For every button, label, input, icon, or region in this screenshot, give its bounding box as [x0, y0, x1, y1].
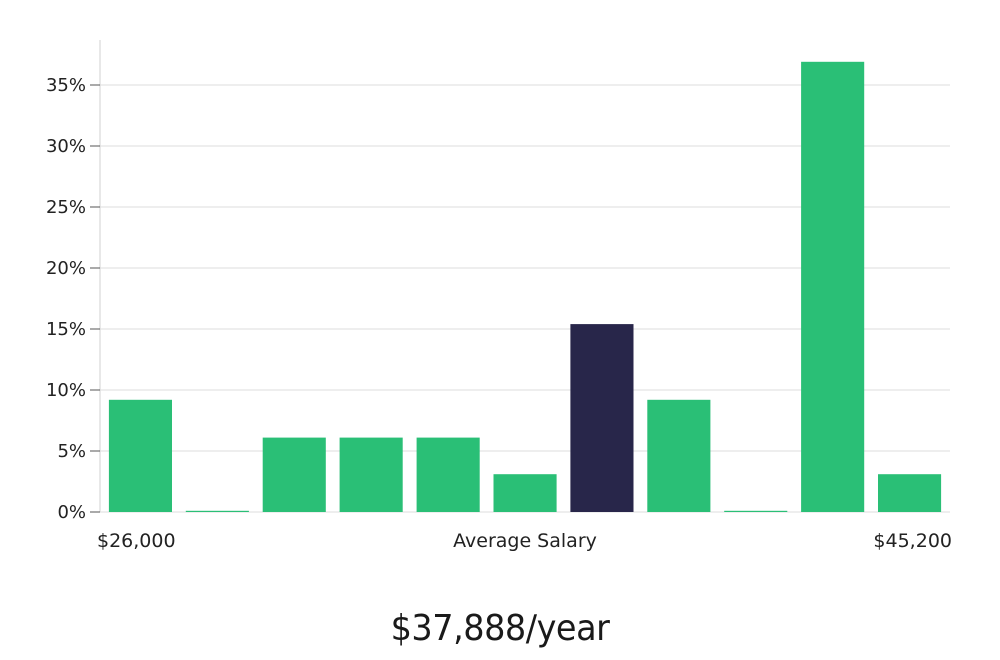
y-tick-label: 35%	[46, 75, 86, 96]
salary-histogram: 0% 5% 10% 15% 20% 25% 30% 35% $26,000 Average Sal…	[46, 40, 952, 552]
y-tick-label: 30%	[46, 136, 86, 157]
x-max-label: $45,200	[873, 530, 952, 552]
bar	[108, 399, 172, 512]
bar	[185, 510, 249, 512]
bar	[801, 61, 865, 513]
y-tick-label: 10%	[46, 380, 86, 401]
bar	[416, 437, 480, 512]
bar	[878, 474, 942, 512]
y-tick-label: 0%	[57, 502, 86, 523]
x-axis-title: Average Salary	[453, 530, 597, 552]
bar	[570, 324, 634, 512]
bar	[262, 437, 326, 512]
bar	[647, 399, 711, 512]
y-tick-label: 20%	[46, 258, 86, 279]
chart-svg: 0% 5% 10% 15% 20% 25% 30% 35% $26,000 Average Sal…	[46, 40, 952, 552]
x-min-label: $26,000	[97, 530, 176, 552]
bar	[493, 474, 557, 512]
bar	[724, 510, 788, 512]
average-salary-caption: $37,888/year	[390, 608, 610, 649]
y-tick-label: 25%	[46, 197, 86, 218]
y-tick-label: 15%	[46, 319, 86, 340]
bar	[339, 437, 403, 512]
y-tick-label: 5%	[57, 441, 86, 462]
